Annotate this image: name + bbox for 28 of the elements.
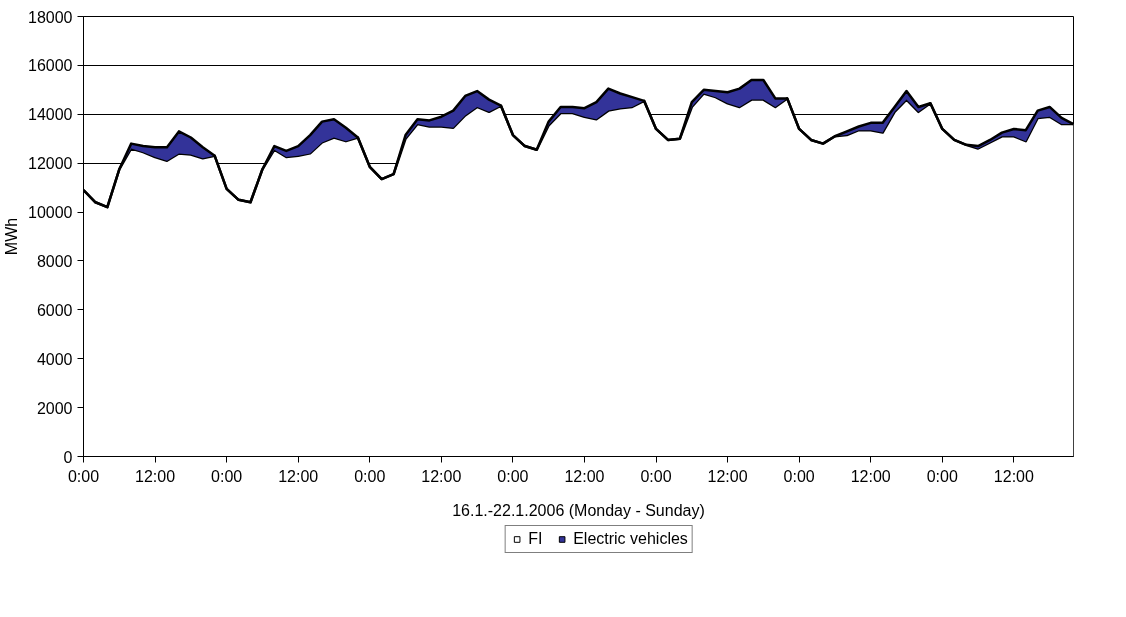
y-tick-label: 10000 [28,204,73,222]
x-tick-label: 12:00 [421,467,462,485]
y-tick-label: 12000 [28,155,73,173]
x-tick-label: 12:00 [135,467,176,485]
y-tick-label: 14000 [28,106,73,124]
x-tick-label: 0:00 [926,467,958,485]
x-tick-label: 12:00 [278,467,319,485]
x-tick-label: 0:00 [67,467,100,485]
x-tick-label: 0:00 [640,467,672,485]
x-tick-label: 0:00 [354,467,386,485]
x-tick-label: 0:00 [211,467,243,485]
y-tick-label: 0 [63,448,73,466]
x-tick-label: 12:00 [707,467,748,485]
y-tick-label: 4000 [36,350,73,368]
y-tick-label: 16000 [28,57,73,75]
x-tick-label: 12:00 [993,467,1034,485]
x-tick-label: 0:00 [783,467,815,485]
y-tick-label: 2000 [36,399,73,417]
y-tick-label: 6000 [36,301,73,319]
x-tick-label: 12:00 [564,467,605,485]
x-tick-label: 12:00 [850,467,891,485]
y-axis-title: MWh [3,217,21,256]
y-tick-label: 8000 [36,252,73,270]
legend-label: FI [528,530,544,548]
legend-label: Electric vehicles [573,530,688,548]
y-tick-label: 18000 [28,8,73,26]
x-tick-label: 0:00 [497,467,529,485]
x-axis-title: 16.1.-22.1.2006 (Monday - Sunday) [452,501,705,519]
